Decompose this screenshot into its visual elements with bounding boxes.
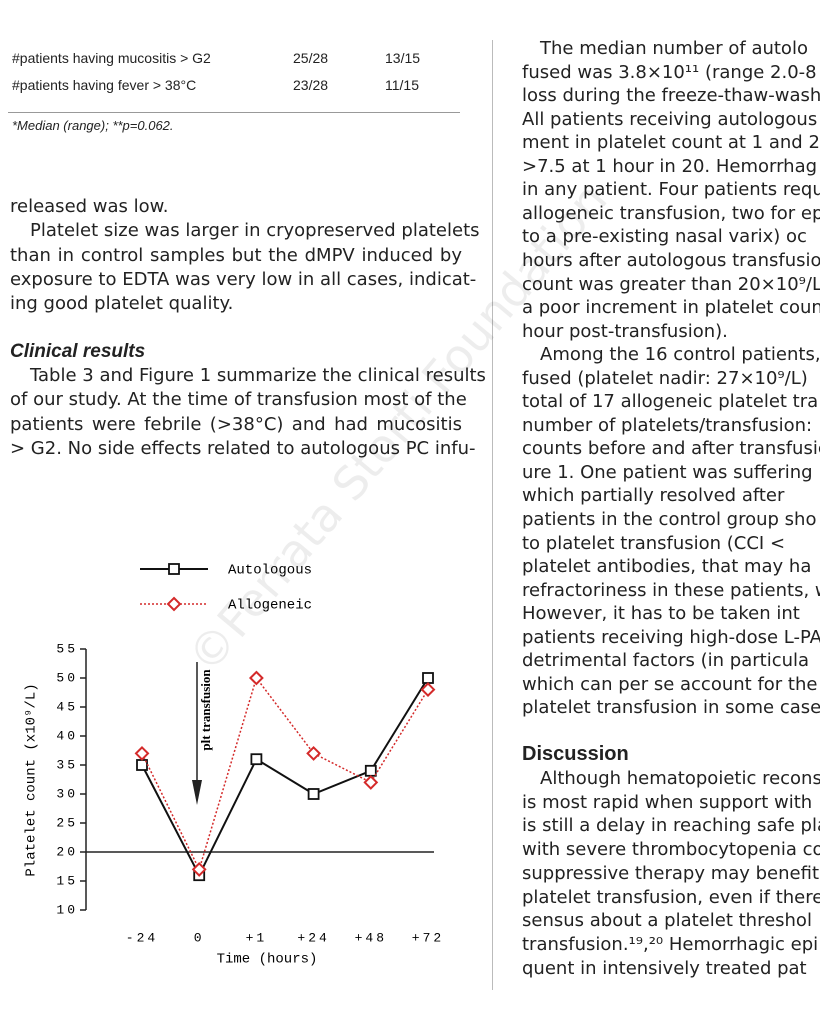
- text-line: released was low.: [10, 196, 169, 217]
- text-line: Among the 16 control patients,: [540, 344, 820, 366]
- y-tick-label: 35: [56, 757, 78, 772]
- text-line: number of platelets/transfusion:: [522, 414, 813, 436]
- y-tick-label: 40: [56, 728, 78, 743]
- text-line: in any patient. Four patients requ: [522, 179, 820, 201]
- data-point: [191, 861, 207, 877]
- text-line: sensus about a platelet threshol: [522, 910, 812, 932]
- text-line: to platelet transfusion (CCI <: [522, 532, 786, 554]
- data-point: [134, 745, 150, 761]
- y-tick-label: 20: [56, 844, 78, 859]
- y-tick-label: 25: [56, 815, 78, 830]
- text-line: hour post-transfusion).: [522, 320, 728, 342]
- table-cell: #patients having fever > 38°C: [12, 77, 197, 93]
- y-tick-label: 55: [56, 641, 78, 656]
- text-line: is most rapid when support with: [522, 791, 813, 813]
- data-point: [307, 788, 320, 800]
- text-line: refractoriness in these patients, we: [522, 579, 820, 601]
- text-line: quent in intensively treated pat: [522, 957, 807, 979]
- annotation-arrowhead: [192, 780, 202, 805]
- text-line: hours after autologous transfusio: [522, 249, 820, 271]
- x-tick-label: +1: [246, 930, 268, 945]
- text-line: than in control samples but the dMPV ind…: [10, 244, 462, 266]
- text-line: > G2. No side effects related to autolog…: [10, 437, 476, 459]
- text-line: However, it has to be taken int: [522, 603, 800, 625]
- data-point: [363, 774, 379, 790]
- legend-marker: [168, 563, 180, 575]
- x-tick-label: +48: [355, 930, 387, 945]
- text-line: with severe thrombocytopenia co: [522, 839, 820, 861]
- text-line: total of 17 allogeneic platelet tra: [522, 391, 819, 413]
- text-line: detrimental factors (in particula: [522, 650, 810, 672]
- text-line: to a pre-existing nasal varix) oc: [522, 226, 807, 248]
- data-point: [420, 682, 436, 698]
- text-line: which partially resolved after: [522, 485, 785, 507]
- y-tick-label: 45: [56, 699, 78, 714]
- y-axis-label: Platelet count (x10⁹/L): [24, 683, 40, 876]
- x-tick-label: -24: [126, 930, 158, 945]
- text-line: ment in platelet count at 1 and 2: [522, 132, 820, 154]
- text-line: Table 3 and Figure 1 summarize the clini…: [30, 365, 486, 386]
- text-line: suppressive therapy may benefit: [522, 862, 820, 884]
- text-line: platelet antibodies, that may ha: [522, 556, 812, 578]
- text-line: Platelet size was larger in cryopreserve…: [30, 220, 480, 242]
- text-line: counts before and after transfusic: [522, 438, 820, 460]
- data-point: [248, 670, 264, 686]
- text-line: fused was 3.8×10¹¹ (range 2.0-8: [522, 61, 817, 83]
- text-line: count was greater than 20×10⁹/L: [522, 273, 820, 295]
- text-line: which can per se account for the: [522, 673, 818, 695]
- text-line: platelet transfusion, even if there: [522, 886, 820, 908]
- data-point: [364, 764, 377, 777]
- series-line: [141, 677, 429, 878]
- text-line: fused (platelet nadir: 27×10⁹/L): [522, 367, 808, 389]
- text-line: allogeneic transfusion, two for ep: [522, 202, 820, 224]
- table-cell: #patients having mucositis > G2: [12, 50, 211, 66]
- x-tick-label: +24: [297, 930, 329, 945]
- table-cell: 11/15: [385, 77, 419, 93]
- annotation: plt transfusion: [198, 669, 213, 751]
- text-line: ing good platelet quality.: [10, 293, 234, 315]
- text-line: of our study. At the time of transfusion…: [10, 389, 467, 411]
- text-line: The median number of autolo: [540, 38, 808, 59]
- data-point: [306, 745, 322, 761]
- legend-label: Allogeneic: [228, 598, 312, 614]
- legend-label: Autologous: [228, 563, 312, 579]
- y-tick-label: 10: [56, 902, 78, 917]
- table-footnote: *Median (range); **p=0.062.: [12, 118, 174, 133]
- table-rule: [8, 112, 460, 113]
- text-line: All patients receiving autologous P: [522, 108, 820, 130]
- text-line: >7.5 at 1 hour in 20. Hemorrhag: [522, 155, 818, 177]
- x-tick-label: +72: [412, 930, 444, 945]
- text-line: transfusion.¹⁹,²⁰ Hemorrhagic epi: [522, 933, 819, 955]
- legend-marker: [166, 596, 182, 612]
- text-line: a poor increment in platelet coun: [522, 297, 820, 319]
- text-line: patients in the control group sho: [522, 509, 817, 530]
- data-point: [422, 672, 434, 684]
- text-line: loss during the freeze-thaw-wash: [522, 85, 820, 107]
- y-tick-label: 50: [56, 670, 78, 685]
- text-line: exposure to EDTA was very low in all cas…: [10, 268, 477, 290]
- text-line: is still a delay in reaching safe plat: [522, 815, 820, 837]
- series-line: [141, 676, 429, 872]
- section-heading: Clinical results: [10, 341, 146, 362]
- text-line: patients were febrile (>38°C) and had mu…: [10, 413, 462, 435]
- text-line: patients receiving high-dose L-PAM: [522, 626, 820, 648]
- x-tick-label: 0: [194, 930, 205, 945]
- table-cell: 23/28: [293, 77, 329, 93]
- data-point: [250, 753, 263, 766]
- text-line: Although hematopoietic recons: [540, 768, 820, 789]
- section-heading: Discussion: [522, 743, 629, 765]
- text-line: platelet transfusion in some cases: [522, 697, 820, 719]
- column-divider: [492, 40, 493, 990]
- x-axis-label: Time (hours): [217, 952, 318, 968]
- table-cell: 13/15: [385, 50, 421, 66]
- y-tick-label: 30: [56, 786, 78, 801]
- y-tick-label: 15: [56, 873, 78, 888]
- table-cell: 25/28: [293, 50, 329, 66]
- text-line: ure 1. One patient was suffering: [522, 461, 813, 483]
